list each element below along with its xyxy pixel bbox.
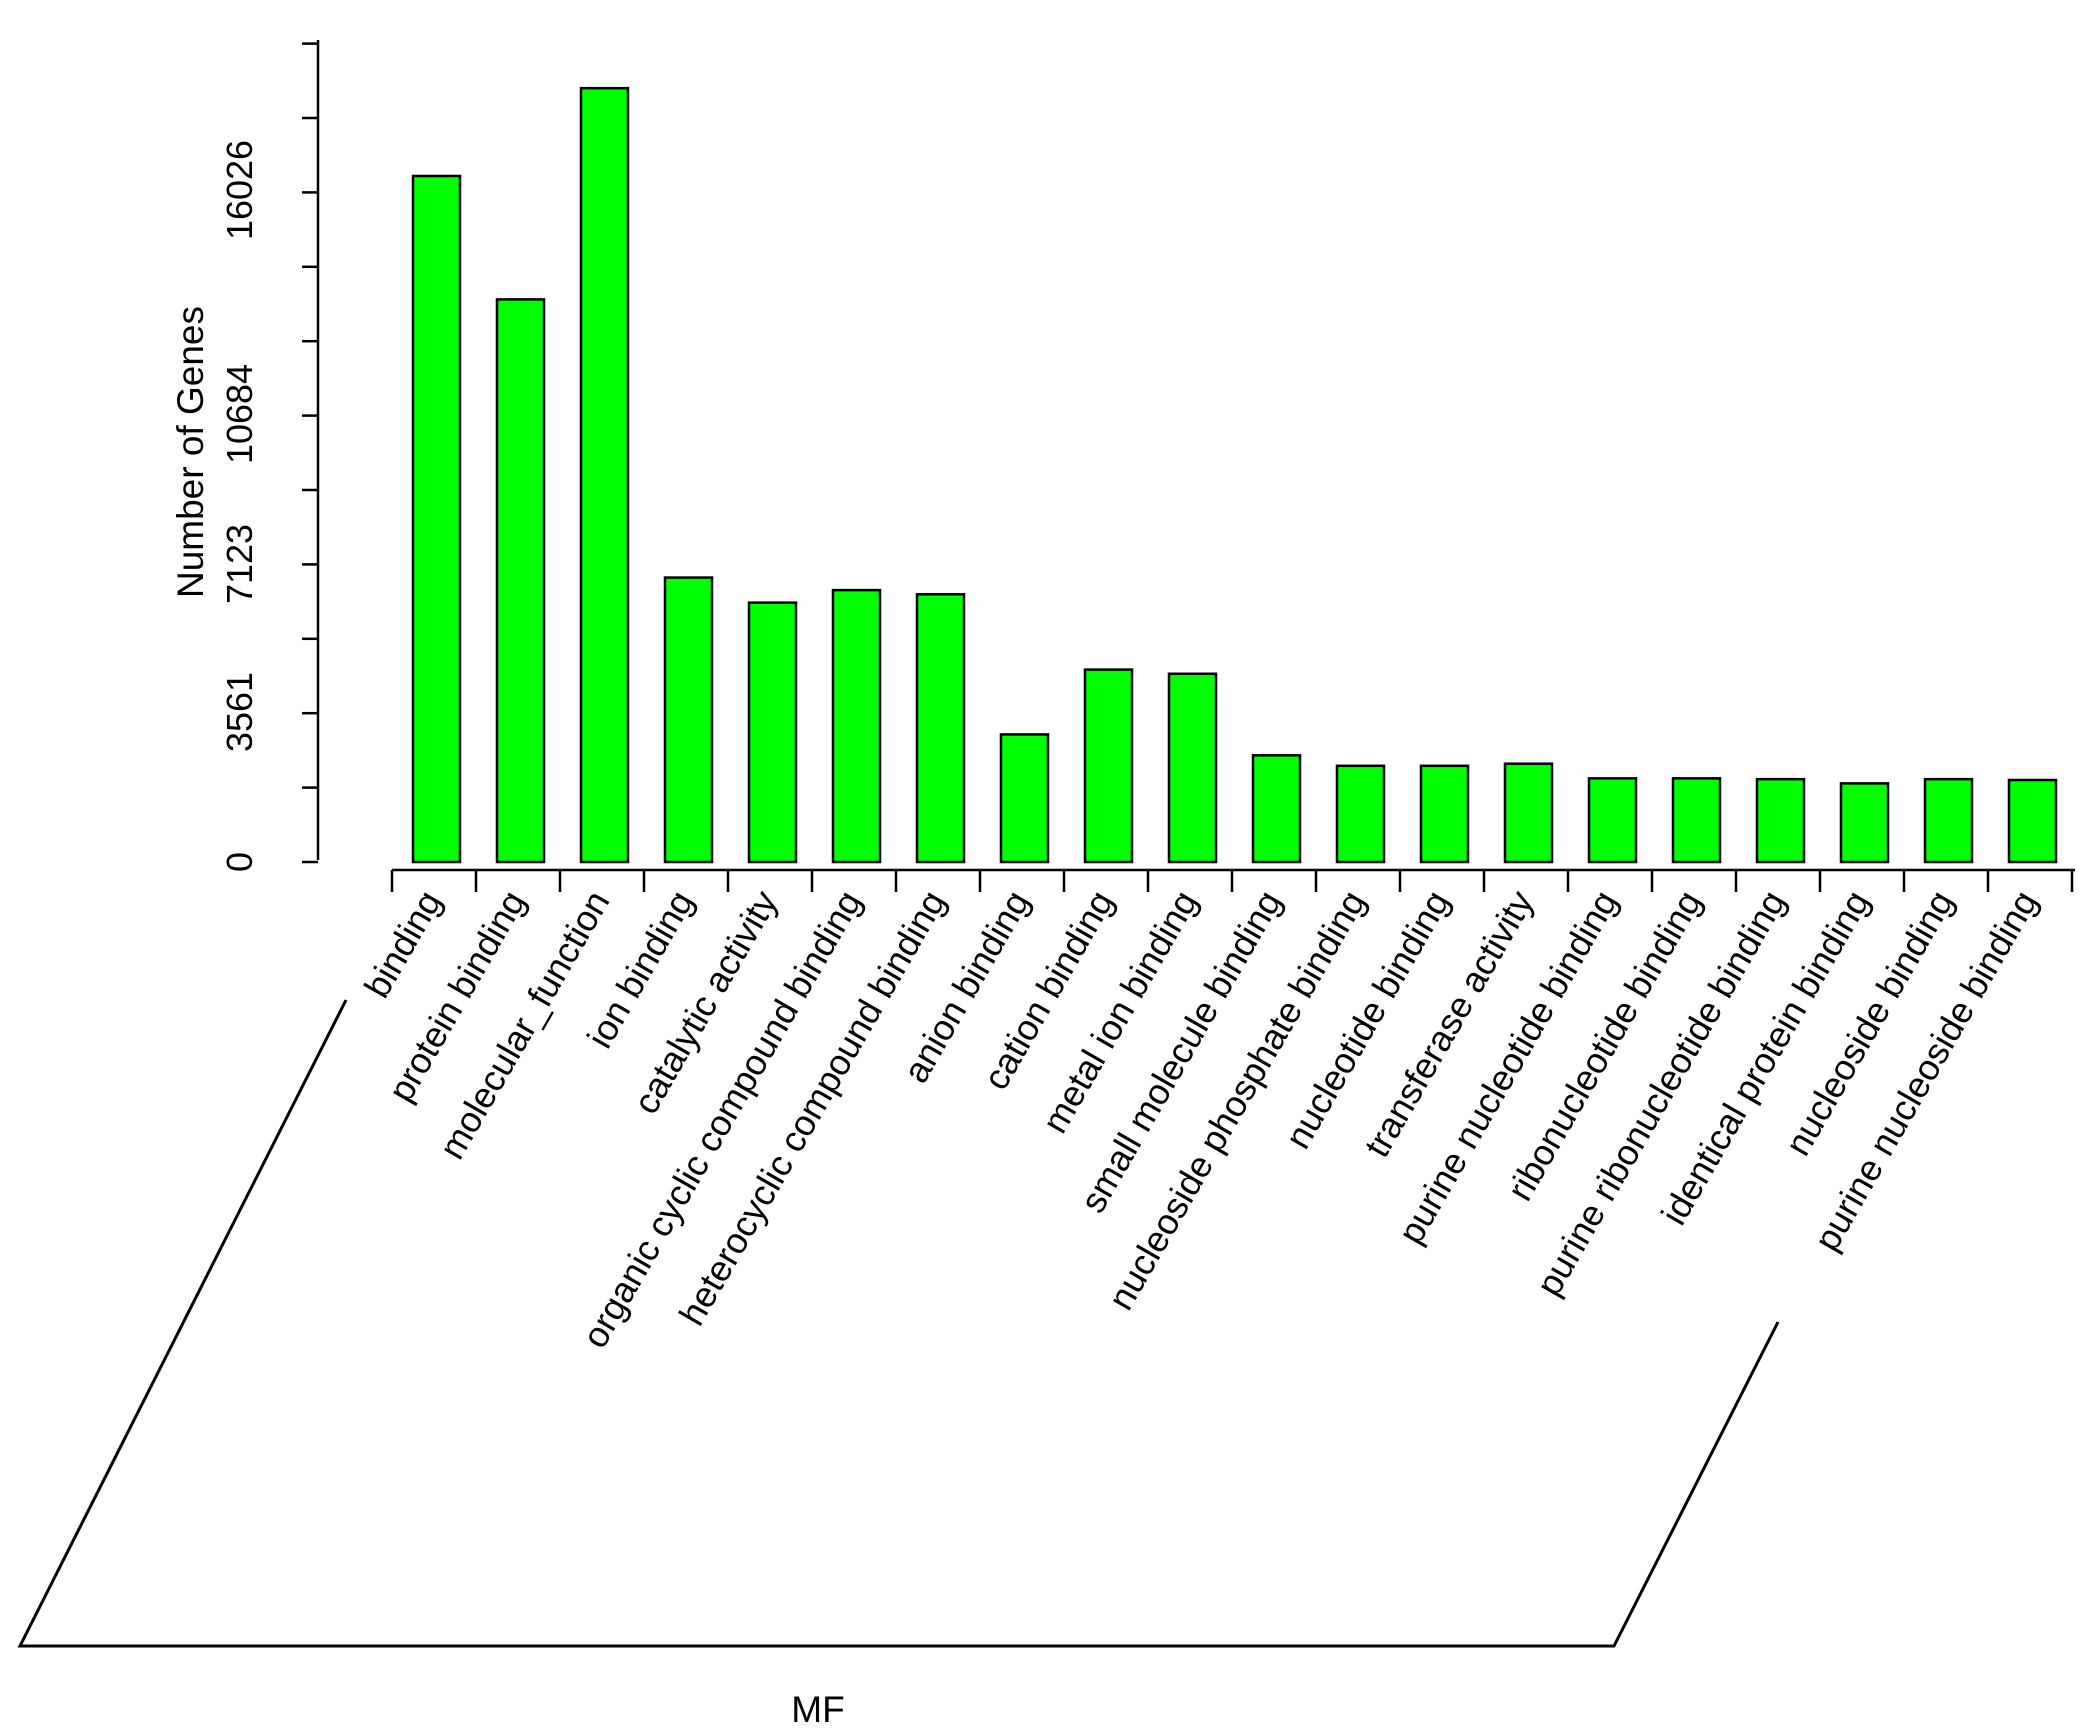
- bar: [411, 174, 462, 864]
- category-label: binding: [356, 884, 450, 1005]
- bar: [495, 298, 546, 864]
- bar: [1671, 777, 1722, 864]
- bars: [411, 86, 2058, 864]
- x-ticks: [390, 870, 2074, 892]
- bar: [915, 593, 966, 864]
- bar: [1083, 668, 1134, 864]
- x-axis-title: MF: [791, 1689, 844, 1730]
- bar: [1839, 782, 1890, 864]
- bar: [1755, 777, 1806, 864]
- y-ticks: [302, 42, 318, 864]
- bar: [1923, 777, 1974, 864]
- bar: [2007, 778, 2058, 864]
- bar: [1251, 754, 1302, 864]
- bar: [1419, 764, 1470, 864]
- y-tick-label: 10684: [219, 364, 260, 464]
- bar: [579, 86, 630, 864]
- bar: [1503, 762, 1554, 864]
- bar: [1335, 764, 1386, 864]
- bar: [663, 576, 714, 864]
- y-tick-label: 7123: [219, 524, 260, 604]
- bar: [1587, 777, 1638, 864]
- bar: [747, 601, 798, 864]
- y-tick-label: 16026: [219, 140, 260, 240]
- bar: [831, 588, 882, 864]
- y-axis-title: Number of Genes: [170, 306, 211, 598]
- y-tick-label: 0: [219, 852, 260, 872]
- y-tick-labels: 0 3561 7123 10684 16026: [219, 140, 260, 872]
- perspective-frame: [17, 999, 1780, 1648]
- bar: [999, 733, 1050, 864]
- bar: [1167, 672, 1218, 864]
- y-tick-label: 3561: [219, 672, 260, 752]
